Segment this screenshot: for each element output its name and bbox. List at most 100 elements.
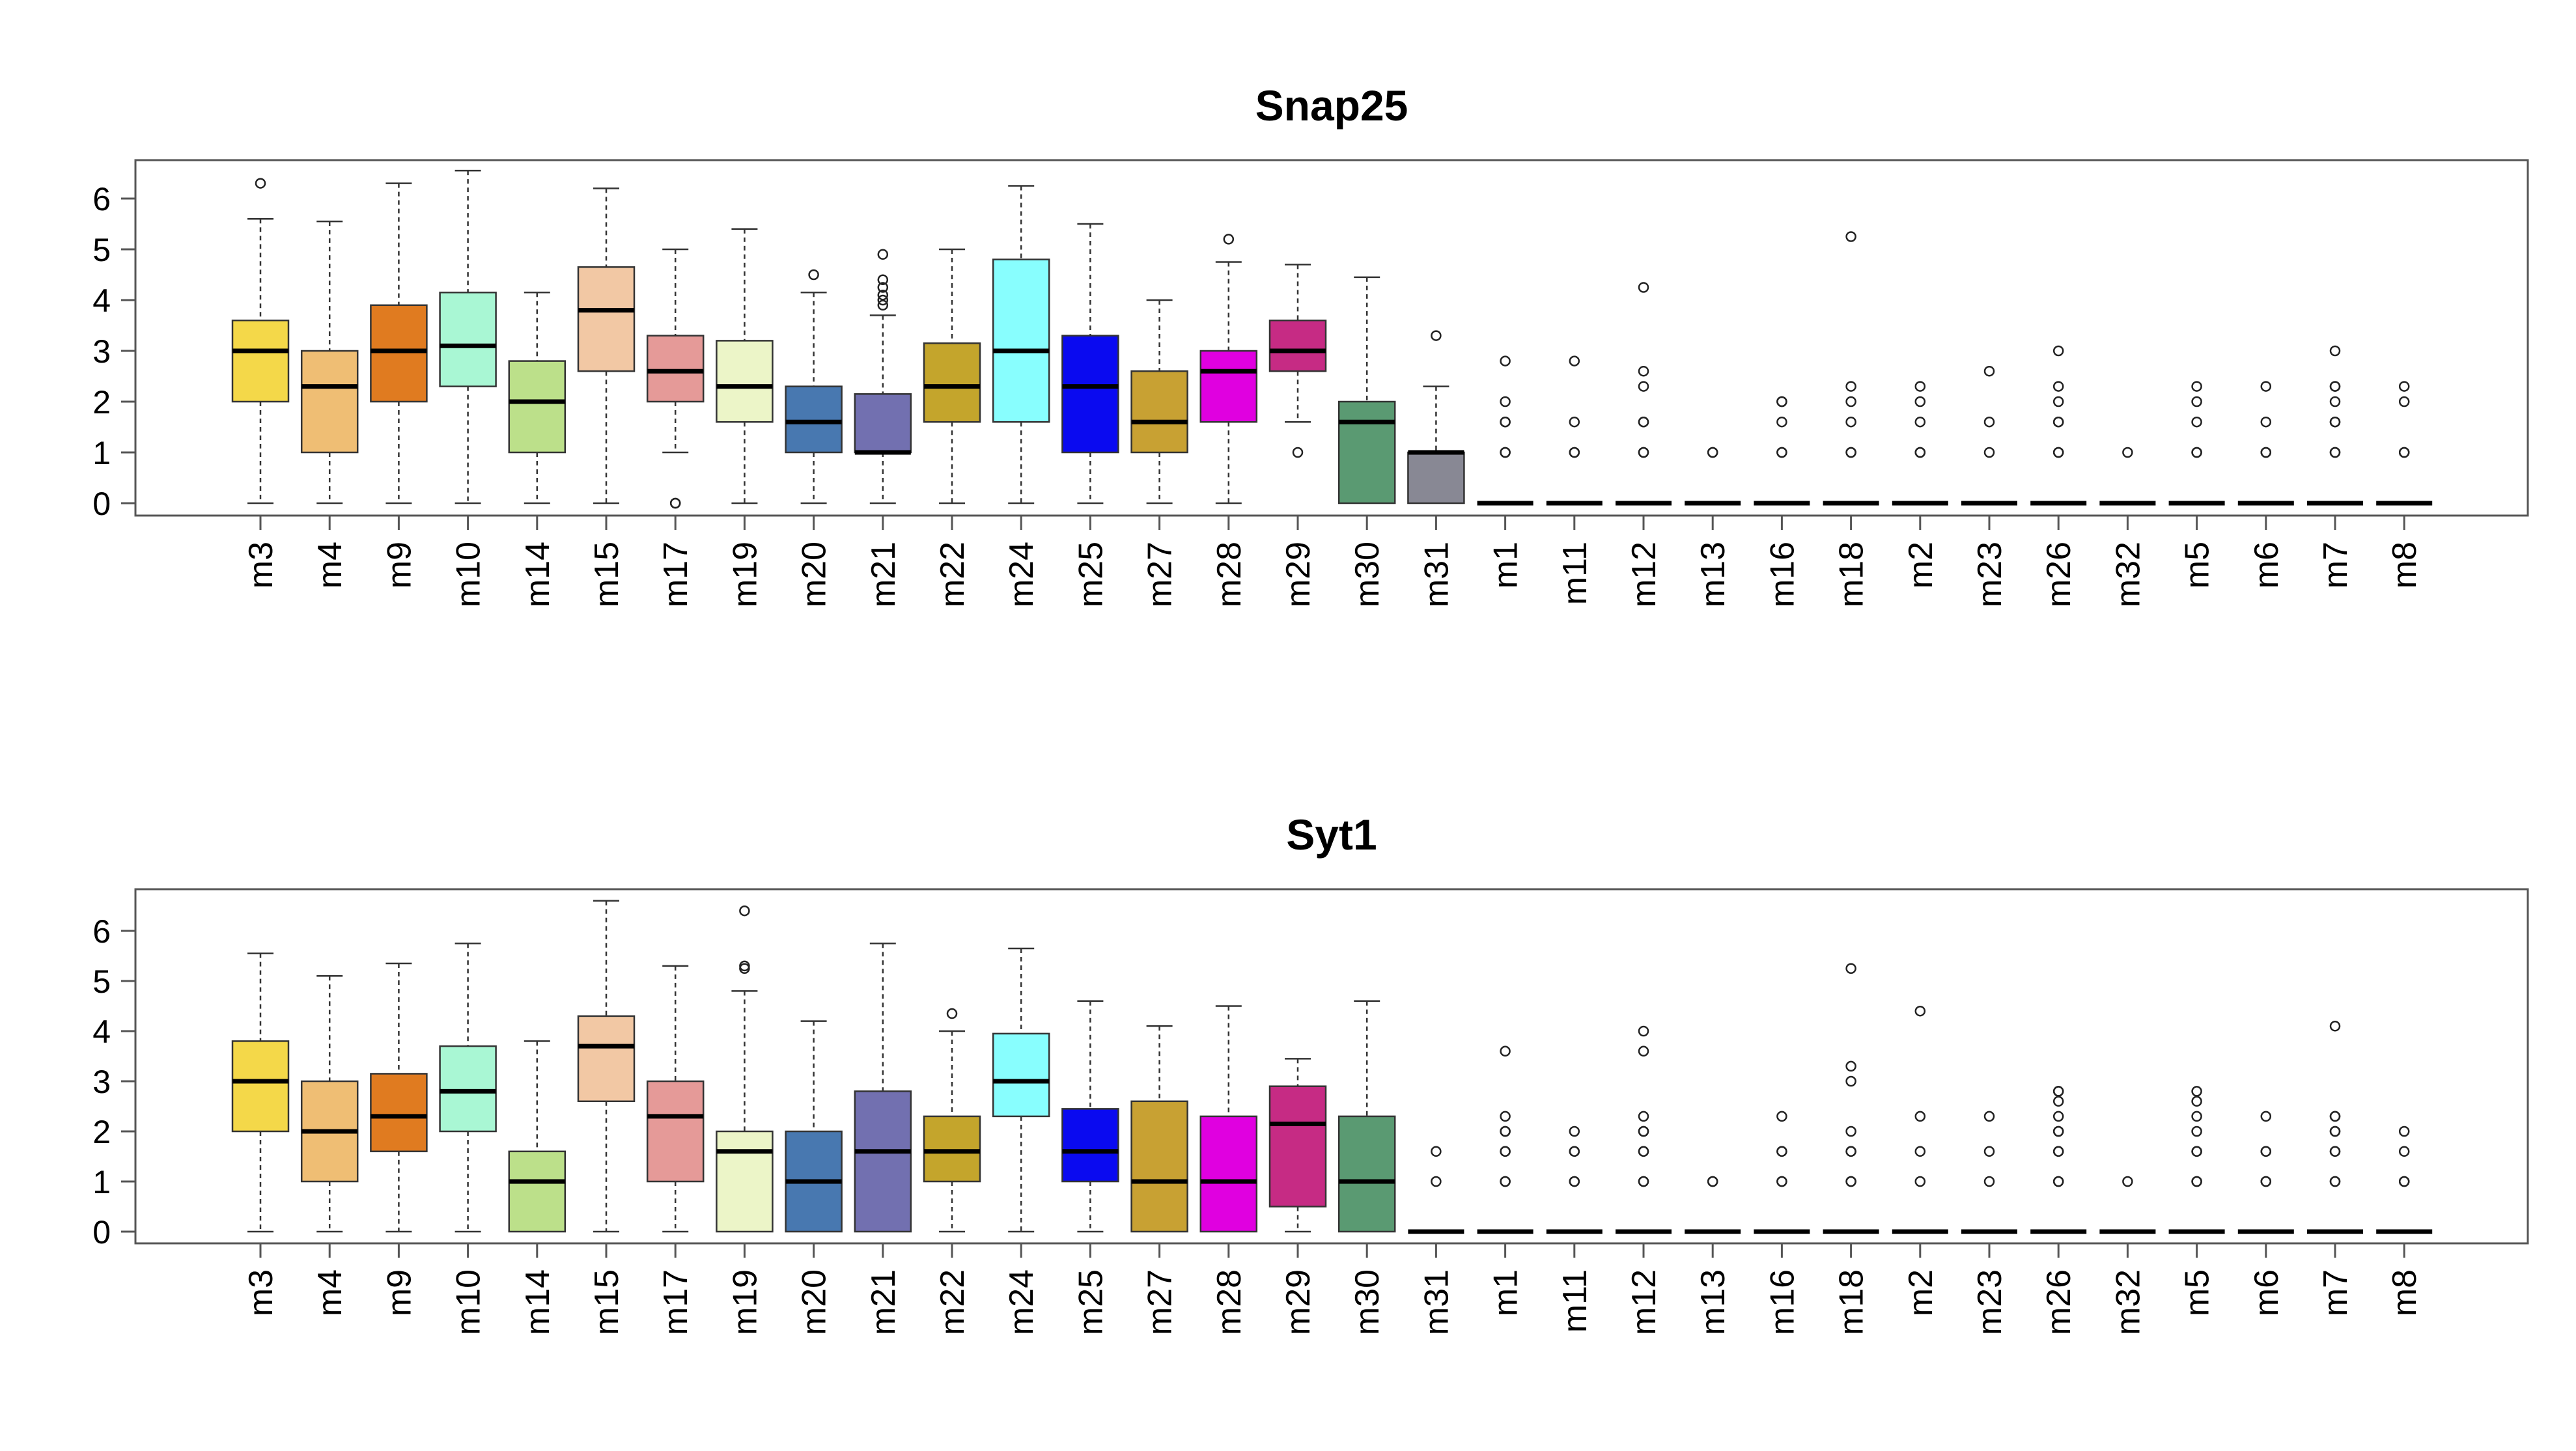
x-tick-label: m5 [2179, 1269, 2217, 1316]
x-tick-label: m24 [1003, 542, 1041, 607]
box-body [1130, 1100, 1188, 1233]
x-tick-label: m12 [1625, 1269, 1663, 1335]
box-m28: m28 [1199, 1005, 1258, 1335]
box-m30: m30 [1337, 1000, 1396, 1335]
box-m29: m29 [1268, 264, 1327, 607]
x-tick-label: m2 [1902, 542, 1940, 588]
x-tick-label: m28 [1211, 1269, 1248, 1335]
box-m7: m7 [2307, 345, 2363, 588]
outlier-point [1500, 416, 1511, 428]
box-m19: m19 [716, 905, 774, 1335]
x-tick-label: m5 [2179, 542, 2217, 588]
box-m11: m11 [1546, 1126, 1603, 1333]
outlier-point [2052, 396, 2064, 408]
outlier-point [1845, 1176, 1856, 1187]
box-body [785, 385, 843, 454]
x-tick-label: m16 [1763, 542, 1801, 607]
outlier-point [1500, 1045, 1511, 1057]
outlier-point [1776, 416, 1787, 428]
box-body [370, 1073, 428, 1153]
outlier-point [2398, 1126, 2410, 1137]
outlier-point [2398, 1146, 2410, 1157]
box-m23: m23 [1961, 1111, 2017, 1335]
outlier-point [1983, 365, 1995, 377]
outlier-point [2052, 1146, 2064, 1157]
outlier-point [2398, 381, 2410, 392]
outlier-point [1776, 1111, 1787, 1122]
box-m19: m19 [716, 228, 774, 607]
outlier-point [1983, 416, 1995, 428]
outlier-point [1500, 1126, 1511, 1137]
x-tick-label: m16 [1763, 1269, 1801, 1335]
outlier-point [877, 299, 889, 311]
box-body [370, 304, 428, 403]
box-m27: m27 [1130, 299, 1188, 607]
outlier-point [1500, 1146, 1511, 1157]
box-m5: m5 [2168, 381, 2225, 588]
box-m16: m16 [1754, 396, 1810, 607]
x-tick-label: m18 [1833, 542, 1871, 607]
outlier-point [1776, 447, 1787, 458]
box-body [439, 292, 497, 387]
x-tick-label: m7 [2317, 1269, 2355, 1316]
box-m23: m23 [1961, 365, 2017, 607]
x-tick-label: m14 [519, 1269, 557, 1335]
box-m1: m1 [1477, 1045, 1533, 1316]
outlier-point [2260, 1146, 2272, 1157]
outlier-point [2191, 1096, 2202, 1107]
x-tick-label: m26 [2040, 1269, 2078, 1335]
y-tick-label: 6 [92, 913, 111, 950]
box-m6: m6 [2237, 381, 2294, 588]
x-tick-label: m31 [1418, 542, 1455, 607]
outlier-point [2191, 381, 2202, 392]
outlier-point [1638, 1126, 1649, 1137]
outlier-point [2191, 447, 2202, 458]
outlier-point [2052, 1086, 2064, 1097]
outlier-point [2191, 1086, 2202, 1097]
box-body [992, 258, 1050, 423]
box-m22: m22 [923, 1008, 981, 1335]
x-tick-label: m4 [311, 542, 349, 588]
outlier-point [739, 960, 750, 972]
box-body [577, 266, 636, 372]
box-m8: m8 [2376, 381, 2433, 588]
outlier-point [2191, 416, 2202, 428]
outlier-point [2329, 416, 2341, 428]
box-body [1061, 1108, 1119, 1183]
panel-syt1: Syt1 0 1 2 3 4 5 6 m3 m4 m9 m10 m14 m15 m17 m19 m20 m21 m… [92, 810, 2529, 1335]
outlier-point [2329, 345, 2341, 357]
outlier-point [1914, 447, 1926, 458]
outlier-point [2329, 1021, 2341, 1032]
outlier-point [2260, 1111, 2272, 1122]
x-tick-label: m27 [1141, 542, 1179, 607]
y-tick-label: 4 [92, 283, 111, 319]
outlier-point [1845, 1075, 1856, 1087]
box-m20: m20 [785, 269, 843, 607]
outlier-point [2191, 1146, 2202, 1157]
outlier-point [1983, 1146, 1995, 1157]
outlier-point [2052, 416, 2064, 428]
x-tick-label: m4 [311, 1269, 349, 1316]
x-tick-label: m27 [1141, 1269, 1179, 1335]
box-m13: m13 [1685, 447, 1741, 607]
y-tick-label: 0 [92, 486, 111, 522]
box-m21: m21 [854, 943, 912, 1335]
box-m30: m30 [1337, 276, 1396, 607]
outlier-point [2398, 1176, 2410, 1187]
outlier-point [2329, 1146, 2341, 1157]
box-m32: m32 [2099, 1176, 2156, 1335]
outlier-point [2329, 447, 2341, 458]
x-tick-label: m29 [1280, 542, 1317, 607]
x-tick-label: m7 [2317, 542, 2355, 588]
outlier-point [2122, 447, 2133, 458]
outlier-point [1638, 447, 1649, 458]
x-tick-label: m30 [1349, 1269, 1386, 1335]
box-m5: m5 [2168, 1086, 2225, 1316]
outlier-point [1223, 234, 1235, 245]
y-tick-label: 6 [92, 181, 111, 217]
x-tick-label: m20 [796, 1269, 833, 1335]
outlier-point [1845, 396, 1856, 408]
outlier-point [877, 282, 889, 293]
x-tick-label: m13 [1694, 1269, 1732, 1335]
